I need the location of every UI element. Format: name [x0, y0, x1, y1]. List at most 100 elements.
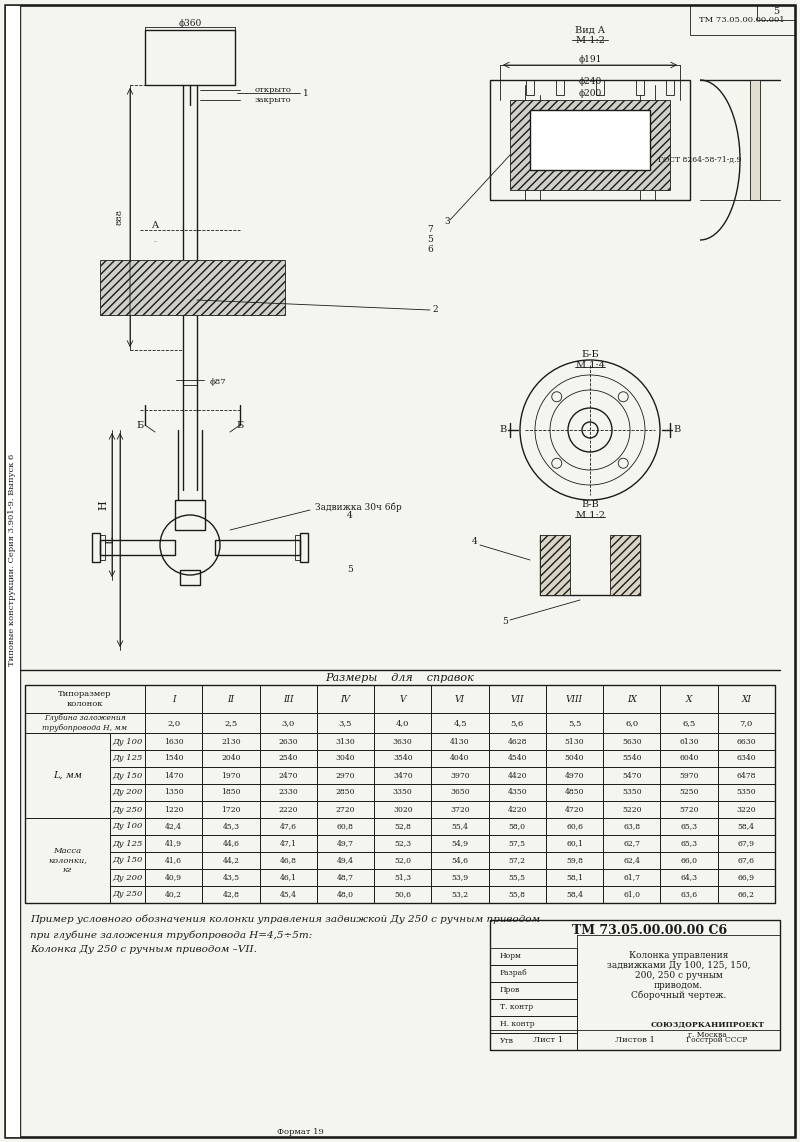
Text: закрыто: закрыто	[255, 96, 292, 104]
Bar	[596, 80, 604, 95]
Text: Типовые конструкции. Серия 3.901-9. Выпуск 6: Типовые конструкции. Серия 3.901-9. Выпу…	[8, 453, 16, 666]
Bar	[489, 869, 546, 886]
Text: 5,6: 5,6	[510, 719, 524, 727]
Bar	[25, 713, 145, 733]
Bar	[25, 733, 110, 818]
Text: 61,0: 61,0	[623, 891, 640, 899]
Text: Ду 150: Ду 150	[112, 856, 142, 864]
Text: 58,0: 58,0	[509, 822, 526, 830]
Bar	[489, 713, 546, 733]
Text: Ду 200: Ду 200	[112, 788, 142, 796]
Bar	[145, 801, 202, 818]
Text: 2,5: 2,5	[224, 719, 238, 727]
Bar	[661, 750, 718, 767]
Bar	[603, 713, 661, 733]
Text: 66,9: 66,9	[738, 874, 755, 882]
Bar	[317, 818, 374, 835]
Text: 40,2: 40,2	[165, 891, 182, 899]
Text: В: В	[674, 426, 681, 434]
Bar	[145, 767, 202, 785]
Text: ϕ191: ϕ191	[578, 56, 602, 64]
Bar	[317, 767, 374, 785]
Text: 66,0: 66,0	[681, 856, 698, 864]
Bar	[202, 886, 259, 903]
Text: III: III	[283, 694, 294, 703]
Text: В-В
М 1:2: В-В М 1:2	[575, 500, 605, 520]
Bar	[374, 886, 431, 903]
Bar	[603, 818, 661, 835]
Text: 3130: 3130	[335, 738, 355, 746]
Text: 3650: 3650	[450, 788, 470, 796]
Text: г. Москва: г. Москва	[688, 1031, 727, 1039]
Bar	[489, 750, 546, 767]
Bar	[202, 767, 259, 785]
Bar	[317, 852, 374, 869]
Bar	[259, 713, 317, 733]
Text: 60,8: 60,8	[337, 822, 354, 830]
Bar	[490, 999, 577, 1016]
Bar	[603, 767, 661, 785]
Text: 3630: 3630	[393, 738, 413, 746]
Text: Ду 250: Ду 250	[112, 891, 142, 899]
Text: 59,8: 59,8	[566, 856, 583, 864]
Bar	[489, 818, 546, 835]
Text: 67,9: 67,9	[738, 839, 755, 847]
Text: 2220: 2220	[278, 805, 298, 813]
Bar	[374, 852, 431, 869]
Bar	[202, 852, 259, 869]
Bar	[603, 869, 661, 886]
Text: IV: IV	[341, 694, 350, 703]
Text: 4: 4	[472, 538, 478, 547]
Text: 5630: 5630	[622, 738, 642, 746]
Bar	[610, 534, 640, 595]
Bar	[718, 852, 775, 869]
Text: Колонка управления: Колонка управления	[629, 950, 728, 959]
Text: 55,5: 55,5	[509, 874, 526, 882]
Bar	[374, 750, 431, 767]
Text: Пример условного обозначения колонки управления задвижкой Ду 250 с ручным привод: Пример условного обозначения колонки упр…	[30, 915, 540, 925]
Text: 48,0: 48,0	[337, 891, 354, 899]
Text: 5250: 5250	[679, 788, 699, 796]
Bar	[546, 801, 603, 818]
Bar	[110, 785, 145, 801]
Bar	[750, 80, 760, 200]
Bar	[259, 869, 317, 886]
Bar	[259, 818, 317, 835]
Text: Утв: Утв	[500, 1037, 514, 1045]
Bar	[718, 767, 775, 785]
Bar	[661, 801, 718, 818]
Bar	[526, 80, 534, 95]
Text: 2850: 2850	[336, 788, 355, 796]
Bar	[100, 540, 175, 555]
Text: Листов 1: Листов 1	[615, 1036, 655, 1044]
Text: ‾: ‾	[154, 242, 156, 248]
Text: Ду 125: Ду 125	[112, 839, 142, 847]
Text: 5,5: 5,5	[568, 719, 582, 727]
Text: ϕ87: ϕ87	[210, 378, 226, 386]
Text: Колонка Ду 250 с ручным приводом –VII.: Колонка Ду 250 с ручным приводом –VII.	[30, 944, 257, 954]
Text: 3720: 3720	[450, 805, 470, 813]
Text: Ду 250: Ду 250	[112, 805, 142, 813]
Text: 2470: 2470	[278, 772, 298, 780]
Text: Типоразмер
колонок: Типоразмер колонок	[58, 691, 112, 708]
Text: открыто: открыто	[255, 86, 292, 94]
Text: ϕ240: ϕ240	[578, 78, 602, 87]
Text: 4: 4	[347, 510, 353, 520]
Bar	[110, 852, 145, 869]
Text: 67,6: 67,6	[738, 856, 755, 864]
Bar	[661, 785, 718, 801]
Text: приводом.: приводом.	[654, 981, 703, 989]
Bar	[259, 835, 317, 852]
Text: 5: 5	[427, 235, 433, 244]
Bar	[25, 685, 775, 903]
Bar	[145, 818, 202, 835]
Text: 65,3: 65,3	[681, 839, 698, 847]
Text: 4420: 4420	[507, 772, 527, 780]
Bar	[603, 835, 661, 852]
Text: 1220: 1220	[164, 805, 183, 813]
Bar	[145, 750, 202, 767]
Text: 6630: 6630	[737, 738, 756, 746]
Text: 3: 3	[444, 217, 450, 226]
Text: 5720: 5720	[679, 805, 699, 813]
Text: Госстрой СССР: Госстрой СССР	[686, 1036, 747, 1044]
